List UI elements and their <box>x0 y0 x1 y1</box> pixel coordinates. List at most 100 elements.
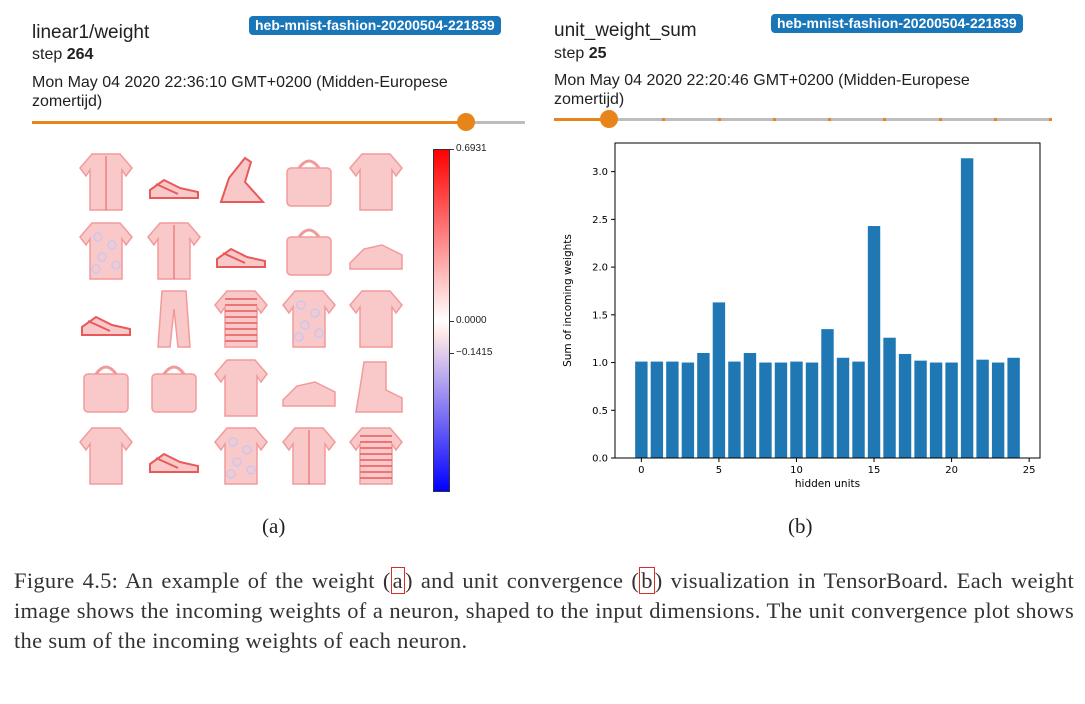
x-tick-label: 0 <box>638 465 644 476</box>
step-value: 25 <box>588 45 607 62</box>
bar-unit-17 <box>898 353 912 458</box>
weight-image-striped-sweater <box>346 422 406 488</box>
colorbar-zero-label: 0.0000 <box>456 315 487 326</box>
weight-image-shirt <box>346 148 406 214</box>
weight-image-pattern-shirt <box>211 422 271 488</box>
bar-unit-6 <box>728 361 741 458</box>
slider-step-tick <box>883 118 887 121</box>
caption-text-1: Figure 4.5: An example of the weight ( <box>14 568 391 593</box>
panel-b-title: unit_weight_sum <box>554 20 697 41</box>
caption-ref-a[interactable]: a <box>390 567 405 594</box>
x-axis-label: hidden units <box>795 478 860 490</box>
y-tick-label: 1.5 <box>592 310 608 321</box>
step-slider-track-b[interactable] <box>554 118 1051 121</box>
weight-image-sandal <box>76 285 136 351</box>
panel-a-title: linear1/weight <box>32 22 150 43</box>
bar-unit-12 <box>821 329 834 458</box>
step-label: step <box>32 46 63 63</box>
weight-image-jacket <box>279 422 339 488</box>
plot-frame <box>614 142 1041 459</box>
bar-unit-1 <box>650 361 664 458</box>
x-tick-label: 15 <box>868 465 881 476</box>
weight-image-pattern-shirt <box>279 285 339 351</box>
weight-image-sweater <box>76 422 136 488</box>
slider-step-tick <box>662 118 666 121</box>
x-tick-label: 5 <box>716 465 722 476</box>
colorbar-tick-zero <box>450 321 454 322</box>
colorbar-tick-neg <box>450 353 454 354</box>
run-badge-a[interactable]: heb-mnist-fashion-20200504-221839 <box>249 16 501 35</box>
y-tick-label: 2.5 <box>592 215 608 226</box>
bar-unit-3 <box>681 362 695 458</box>
weight-image-pattern-shirt <box>76 217 136 283</box>
bar-unit-21 <box>960 158 974 458</box>
weight-image-pattern-bag <box>76 354 136 420</box>
x-tick-label: 20 <box>945 465 958 476</box>
bar-unit-18 <box>914 360 927 458</box>
unit-weight-bar-chart: 0 5 10 15 20 25 0.0 0.5 1.0 1.5 2.0 2.5 3.0 hidden un… <box>562 142 1041 490</box>
subfigure-label-b: (b) <box>788 514 813 538</box>
weight-image-sandal <box>144 148 204 214</box>
weight-image-sandal <box>144 422 204 488</box>
y-tick-label: 0.5 <box>592 406 608 417</box>
weight-image-sneaker <box>346 217 406 283</box>
step-slider-thumb-a[interactable] <box>456 113 475 131</box>
weight-image-sweater <box>211 354 271 420</box>
slider-step-tick <box>1049 118 1052 121</box>
bar-unit-16 <box>883 337 896 458</box>
weight-image-jacket <box>76 148 136 214</box>
bar-unit-22 <box>976 359 989 458</box>
bar-unit-15 <box>867 226 881 458</box>
timestamp-b: Mon May 04 2020 22:20:46 GMT+0200 (Midde… <box>554 72 970 108</box>
slider-step-tick <box>938 118 942 121</box>
colorbar <box>433 149 450 492</box>
weight-image-trouser <box>144 285 204 351</box>
step-readout-a: step 264 <box>32 46 93 64</box>
step-label: step <box>554 45 585 62</box>
colorbar-tick-max <box>450 149 454 150</box>
weight-image-bag <box>279 148 339 214</box>
weight-image-striped-sweater <box>211 285 271 351</box>
y-axis-label: Sum of incoming weights <box>562 234 574 367</box>
weight-image-tshirt <box>346 285 406 351</box>
slider-step-tick <box>993 118 997 121</box>
bar-unit-4 <box>697 353 710 458</box>
bar-unit-20 <box>945 362 958 458</box>
weight-image-sneaker <box>279 354 339 420</box>
step-value: 264 <box>66 46 94 63</box>
bar-unit-19 <box>929 362 943 458</box>
y-tick-label: 0.0 <box>592 454 608 465</box>
x-tick-label: 25 <box>1023 465 1036 476</box>
weight-image-jacket <box>144 217 204 283</box>
y-tick-label: 1.0 <box>592 358 608 369</box>
weight-image-heel <box>211 148 271 214</box>
bar-unit-0 <box>635 361 648 458</box>
caption-ref-b[interactable]: b <box>639 567 655 594</box>
weight-image-sneaker-sandal <box>211 217 271 283</box>
x-tick-label: 10 <box>790 465 803 476</box>
step-slider-thumb-b[interactable] <box>599 110 618 128</box>
caption-text-2: ) and unit convergence ( <box>404 568 640 593</box>
timestamp-a: Mon May 04 2020 22:36:10 GMT+0200 (Midde… <box>32 74 448 110</box>
step-slider-fill-b <box>554 118 609 121</box>
step-readout-b: step 25 <box>554 45 607 63</box>
bar-unit-13 <box>836 357 850 458</box>
run-badge-b[interactable]: heb-mnist-fashion-20200504-221839 <box>771 14 1023 33</box>
colorbar-max-label: 0.6931 <box>456 143 487 154</box>
weight-image-boot <box>346 354 406 420</box>
step-slider-fill-a <box>32 121 466 124</box>
weight-image-bag <box>144 354 204 420</box>
bar-unit-7 <box>743 353 757 458</box>
caption-text-3: ) visualization in TensorBoard. Each wei… <box>14 568 1075 653</box>
colorbar-neg-label: −0.1415 <box>456 347 493 358</box>
slider-step-tick <box>772 118 776 121</box>
y-tick-label: 2.0 <box>592 263 608 274</box>
figure-caption: Figure 4.5: An example of the weight (a)… <box>14 566 1074 656</box>
bar-unit-9 <box>774 362 788 458</box>
slider-step-tick <box>717 118 721 121</box>
bar-unit-14 <box>852 361 865 458</box>
bar-unit-10 <box>790 361 803 458</box>
bar-unit-8 <box>759 362 772 458</box>
bar-unit-11 <box>805 362 819 458</box>
subfigure-label-a: (a) <box>262 514 286 538</box>
